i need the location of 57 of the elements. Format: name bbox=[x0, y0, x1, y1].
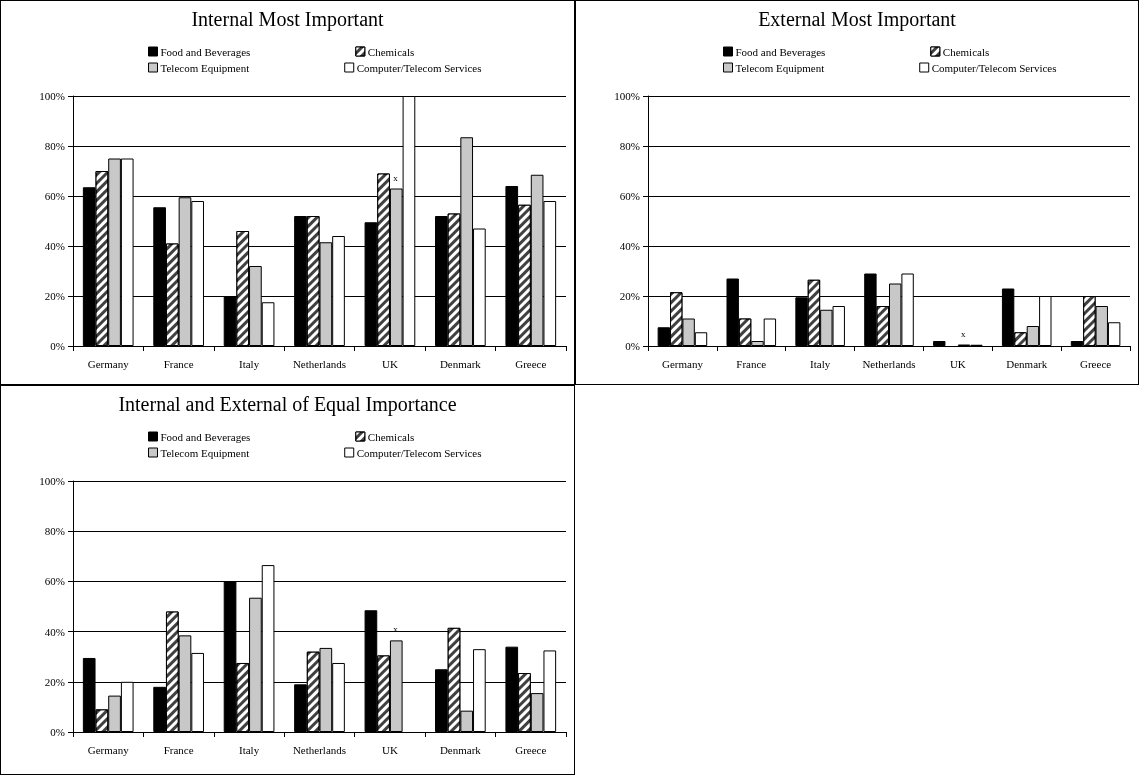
legend-label: Telecom Equipment bbox=[160, 446, 250, 459]
y-tick-label: 100% bbox=[39, 475, 65, 487]
legend-label: Computer/Telecom Services bbox=[356, 61, 482, 74]
x-tick-label: Germany bbox=[661, 357, 704, 370]
x-tick-label: Italy bbox=[810, 357, 831, 370]
x-tick-label: Germany bbox=[87, 357, 130, 370]
x-tick-label: UK bbox=[949, 357, 966, 370]
legend-label: Food and Beverages bbox=[160, 45, 251, 58]
x-tick-label: UK bbox=[381, 743, 398, 756]
y-tick-label: 100% bbox=[39, 90, 65, 102]
y-tick-label: 100% bbox=[614, 90, 640, 102]
x-tick-label: Denmark bbox=[1006, 357, 1048, 370]
x-tick-label: Denmark bbox=[439, 357, 482, 370]
y-tick-label: 20% bbox=[619, 290, 640, 302]
legend-label: Computer/Telecom Services bbox=[356, 446, 482, 459]
x-tick-label: Netherlands bbox=[862, 357, 916, 370]
y-tick-label: 0% bbox=[50, 340, 65, 352]
legend-label: Chemicals bbox=[367, 430, 415, 443]
y-tick-label: 80% bbox=[44, 140, 65, 152]
y-tick-label: 20% bbox=[44, 675, 65, 688]
y-tick-label: 60% bbox=[44, 190, 65, 202]
y-tick-label: 80% bbox=[619, 140, 640, 152]
legend-label: Chemicals bbox=[367, 45, 415, 58]
chart-title: Internal Most Important bbox=[191, 8, 385, 31]
bar bbox=[933, 341, 946, 346]
x-tick-label: France bbox=[736, 357, 767, 370]
x-tick-label: Netherlands bbox=[292, 357, 347, 370]
x-tick-label: Denmark bbox=[439, 743, 482, 756]
x-tick-label: Italy bbox=[238, 357, 260, 370]
x-tick-label: UK bbox=[381, 357, 398, 370]
y-tick-label: 60% bbox=[619, 190, 640, 202]
y-tick-label: 40% bbox=[44, 240, 65, 252]
y-tick-label: 40% bbox=[619, 240, 640, 252]
y-tick-label: 0% bbox=[625, 340, 640, 352]
legend-label: Food and Beverages bbox=[160, 430, 251, 443]
x-tick-label: Greece bbox=[515, 743, 547, 756]
x-tick-label: Italy bbox=[238, 743, 260, 756]
y-tick-label: 60% bbox=[44, 575, 65, 588]
legend-label: Computer/Telecom Services bbox=[931, 61, 1057, 74]
legend-label: Food and Beverages bbox=[735, 45, 826, 58]
x-tick-label: France bbox=[163, 743, 194, 756]
y-tick-label: 40% bbox=[44, 625, 65, 638]
annotation: x bbox=[961, 328, 967, 339]
legend-label: Telecom Equipment bbox=[160, 61, 250, 74]
legend-label: Chemicals bbox=[942, 45, 990, 58]
chart-title: External Most Important bbox=[758, 8, 957, 31]
chart-title: Internal and External of Equal Importance bbox=[118, 393, 457, 416]
x-tick-label: Greece bbox=[515, 357, 547, 370]
x-tick-label: Germany bbox=[87, 743, 130, 756]
y-tick-label: 20% bbox=[44, 290, 65, 302]
y-tick-label: 0% bbox=[50, 726, 65, 738]
x-tick-label: Greece bbox=[1080, 357, 1112, 370]
y-tick-label: 80% bbox=[44, 525, 65, 538]
annotation: x bbox=[393, 172, 399, 183]
x-tick-label: Netherlands bbox=[292, 743, 347, 756]
legend-label: Telecom Equipment bbox=[735, 61, 825, 74]
x-tick-label: France bbox=[163, 357, 194, 370]
